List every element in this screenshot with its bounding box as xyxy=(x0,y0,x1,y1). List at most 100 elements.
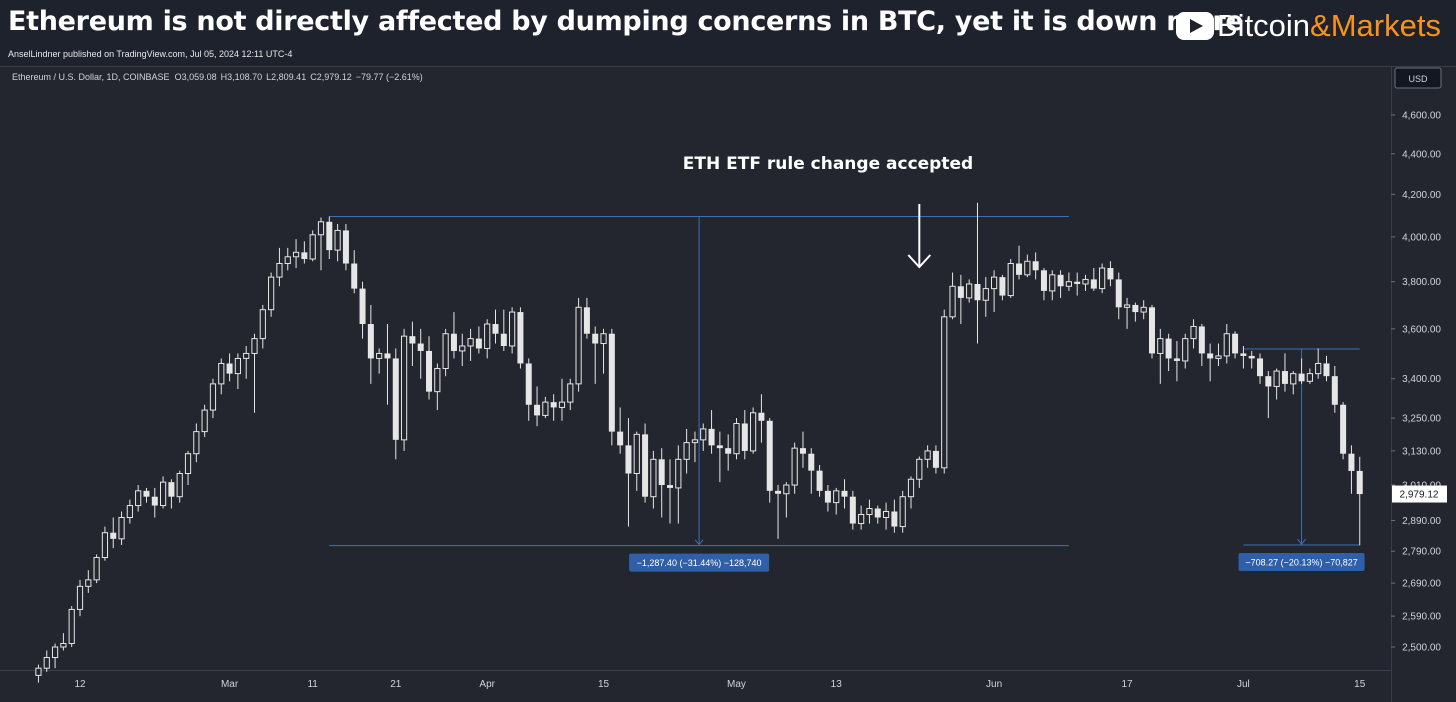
candle-body-up xyxy=(600,333,607,345)
candle-body-up xyxy=(1024,260,1031,276)
x-tick-label: 13 xyxy=(831,679,843,690)
candle-body-down xyxy=(392,358,399,440)
candle-body-up xyxy=(1157,338,1164,354)
candle-body-down xyxy=(1265,376,1272,387)
candle-body-up xyxy=(1123,304,1131,308)
candle-body-down xyxy=(808,453,815,471)
candle-body-down xyxy=(367,324,374,359)
x-tick-label: Jun xyxy=(986,679,1002,690)
candle-body-down xyxy=(957,286,964,298)
y-tick-label: 4,600.00 xyxy=(1402,111,1441,122)
currency-label: USD xyxy=(1408,74,1428,84)
candle-body-up xyxy=(924,450,931,460)
candle-body-down xyxy=(359,288,366,325)
publisher-credit: AnselLindner published on TradingView.co… xyxy=(8,49,293,59)
candle-body-up xyxy=(68,608,75,645)
candle-body-up xyxy=(683,442,690,460)
price-range-measures: −1,287.40 (−31.44%) −128,740 −708.27 (−20… xyxy=(329,215,1365,572)
close-value: C2,979.12 xyxy=(310,72,352,82)
candle-body-up xyxy=(1306,373,1313,382)
youtube-play-icon xyxy=(1176,12,1214,40)
candle-body-up xyxy=(1215,355,1222,359)
currency-button[interactable]: USD xyxy=(1394,67,1442,89)
candle-body-up xyxy=(633,433,640,475)
y-tick-label: 3,600.00 xyxy=(1402,324,1441,335)
candle-body-down xyxy=(143,490,150,497)
x-tick-label: 17 xyxy=(1121,679,1133,690)
candle-body-up xyxy=(1007,263,1014,297)
x-tick-label: Jul xyxy=(1237,679,1250,690)
candle-body-down xyxy=(999,277,1006,296)
candle-body-down xyxy=(1173,358,1180,361)
candle-body-up xyxy=(93,557,100,581)
candle-body-down xyxy=(475,338,482,349)
candle-body-up xyxy=(833,490,840,504)
measure-arrow-icon xyxy=(694,539,704,546)
candle-body-up xyxy=(118,517,125,540)
candle-body-up xyxy=(941,316,948,469)
candle-body-down xyxy=(1132,304,1139,313)
symbol-line: Ethereum / U.S. Dollar, 1D, COINBASE O3,0… xyxy=(12,72,423,82)
candle-body-up xyxy=(982,288,989,301)
candle-body-up xyxy=(334,229,341,251)
change-value: −79.77 (−2.61%) xyxy=(356,72,423,82)
candle-body-up xyxy=(1182,338,1189,362)
candle-body-down xyxy=(342,230,349,264)
candle-body-up xyxy=(376,352,383,359)
candle-body-up xyxy=(201,409,208,433)
candle-body-up xyxy=(442,333,449,370)
candle-body-up xyxy=(691,439,699,444)
candle-body-down xyxy=(1040,270,1047,291)
candle-body-up xyxy=(1273,370,1280,387)
candle-body-down xyxy=(824,490,831,503)
candle-body-down xyxy=(151,496,158,506)
candle-body-up xyxy=(251,338,258,354)
candle-body-down xyxy=(110,532,117,539)
candle-body-up xyxy=(567,383,574,403)
candle-body-up xyxy=(218,362,225,385)
price-chart[interactable]: Ethereum / U.S. Dollar, 1D, COINBASE O3,0… xyxy=(0,66,1456,702)
header: Ethereum is not directly affected by dum… xyxy=(0,0,1456,66)
candle-body-down xyxy=(658,459,665,486)
candle-body-up xyxy=(966,283,973,299)
brand-logo: Bitcoin &Markets xyxy=(1176,8,1441,44)
high-value: H3,108.70 xyxy=(221,72,263,82)
candle-body-down xyxy=(384,353,391,359)
candle-body-up xyxy=(558,401,566,408)
candle-body-up xyxy=(317,221,325,236)
candle-body-up xyxy=(160,481,167,507)
y-tick-label: 2,690.00 xyxy=(1402,579,1441,590)
candle-body-up xyxy=(733,422,740,455)
candle-body-down xyxy=(1240,353,1247,356)
candle-body-down xyxy=(1248,355,1255,359)
candle-body-up xyxy=(1065,281,1072,287)
y-tick-label: 2,890.00 xyxy=(1402,516,1441,527)
candle-body-up xyxy=(51,646,59,659)
candle-body-up xyxy=(243,352,250,359)
candle-body-down xyxy=(799,448,806,454)
candle-body-up xyxy=(1140,306,1147,313)
candle-body-up xyxy=(1049,274,1056,292)
y-tick-label: 3,130.00 xyxy=(1402,446,1441,457)
candle-body-down xyxy=(426,350,433,392)
candle-body-down xyxy=(974,283,981,301)
candle-body-up xyxy=(60,643,67,648)
page-title: Ethereum is not directly affected by dum… xyxy=(8,6,1244,37)
candle-body-up xyxy=(76,585,84,610)
candle-body-up xyxy=(268,276,275,311)
candle-body-down xyxy=(550,402,557,408)
candle-body-up xyxy=(1082,278,1089,285)
candle-body-down xyxy=(1115,279,1122,308)
brand-name-part1: Bitcoin xyxy=(1217,8,1311,43)
annotation-text: ETH ETF rule change accepted xyxy=(683,154,973,174)
candle-body-up xyxy=(193,431,200,455)
y-tick-label: 2,790.00 xyxy=(1402,547,1441,558)
candle-body-up xyxy=(126,505,133,519)
candle-body-up xyxy=(1290,373,1297,385)
candle-body-down xyxy=(617,431,624,446)
candle-body-up xyxy=(276,263,283,278)
candle-body-up xyxy=(101,532,109,559)
candle-body-down xyxy=(525,363,532,405)
y-tick-label: 3,250.00 xyxy=(1402,414,1441,425)
candle-body-up xyxy=(459,345,466,352)
